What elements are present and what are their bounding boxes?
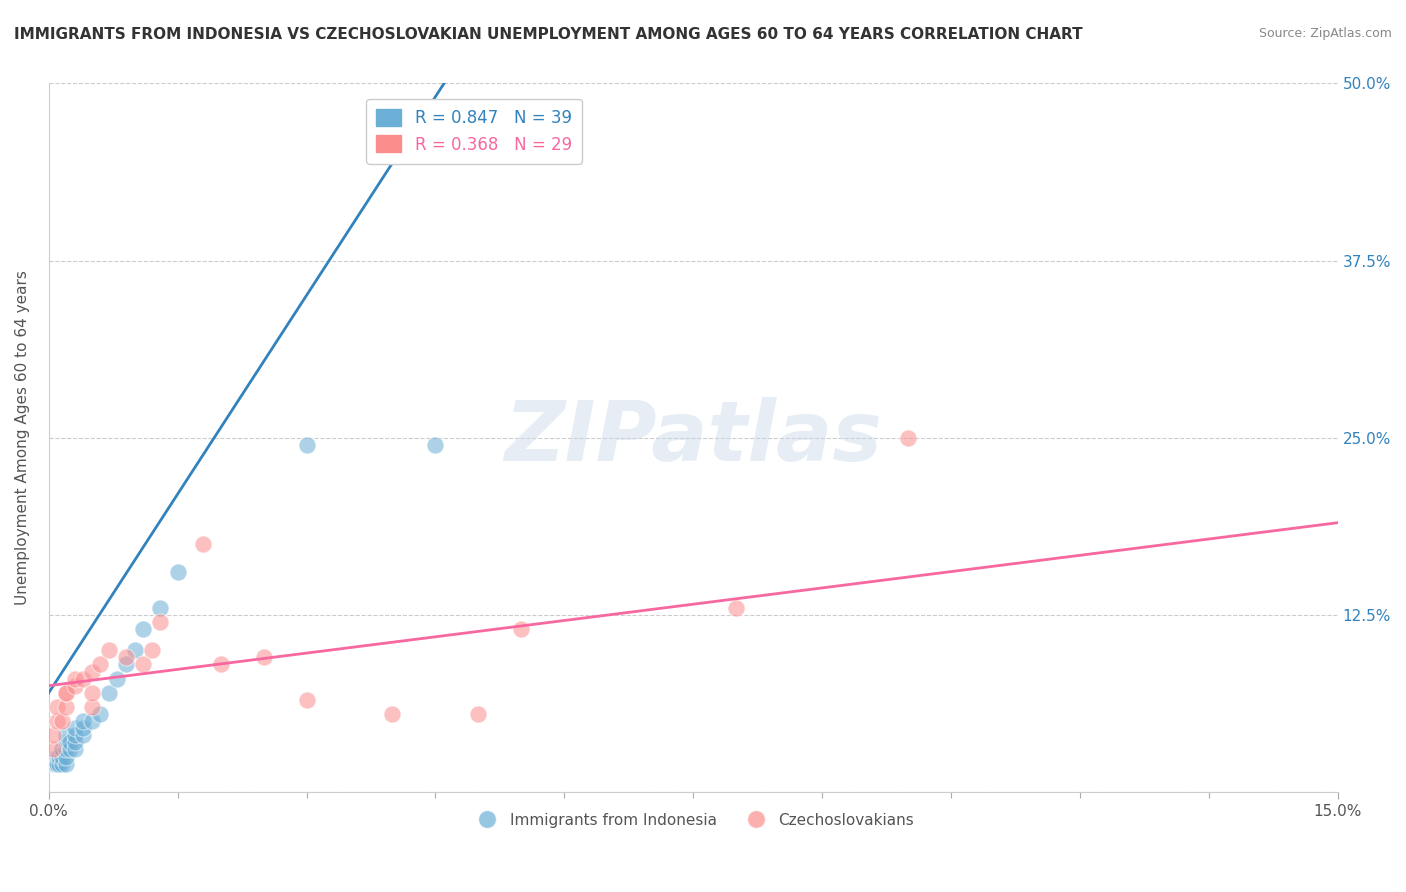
Point xyxy=(252,650,274,665)
Point xyxy=(80,686,103,700)
Point xyxy=(51,749,73,764)
Point xyxy=(124,643,146,657)
Point xyxy=(72,672,94,686)
Point xyxy=(72,728,94,742)
Point xyxy=(381,706,404,721)
Point xyxy=(115,657,138,672)
Text: Source: ZipAtlas.com: Source: ZipAtlas.com xyxy=(1258,27,1392,40)
Point xyxy=(295,438,318,452)
Point xyxy=(132,622,155,636)
Point xyxy=(59,735,82,749)
Point xyxy=(115,650,138,665)
Point xyxy=(467,706,489,721)
Point xyxy=(55,756,77,771)
Point xyxy=(209,657,232,672)
Point xyxy=(55,742,77,756)
Point xyxy=(63,672,86,686)
Point xyxy=(63,735,86,749)
Point xyxy=(80,700,103,714)
Point xyxy=(295,693,318,707)
Point xyxy=(63,728,86,742)
Text: ZIPatlas: ZIPatlas xyxy=(505,397,882,478)
Point xyxy=(97,686,120,700)
Point xyxy=(897,431,920,445)
Point xyxy=(132,657,155,672)
Point xyxy=(44,756,66,771)
Point xyxy=(42,756,65,771)
Point xyxy=(72,721,94,735)
Point xyxy=(55,686,77,700)
Y-axis label: Unemployment Among Ages 60 to 64 years: Unemployment Among Ages 60 to 64 years xyxy=(15,270,30,605)
Point xyxy=(89,657,111,672)
Point xyxy=(42,742,65,756)
Text: IMMIGRANTS FROM INDONESIA VS CZECHOSLOVAKIAN UNEMPLOYMENT AMONG AGES 60 TO 64 YE: IMMIGRANTS FROM INDONESIA VS CZECHOSLOVA… xyxy=(14,27,1083,42)
Point xyxy=(55,735,77,749)
Point xyxy=(48,749,70,764)
Point xyxy=(63,679,86,693)
Point xyxy=(46,756,69,771)
Point xyxy=(107,672,129,686)
Point xyxy=(141,643,163,657)
Point xyxy=(51,742,73,756)
Point xyxy=(46,700,69,714)
Point xyxy=(48,756,70,771)
Point xyxy=(193,537,215,551)
Point xyxy=(97,643,120,657)
Point xyxy=(46,756,69,771)
Point xyxy=(42,756,65,771)
Point xyxy=(46,749,69,764)
Point xyxy=(510,622,533,636)
Point xyxy=(46,756,69,771)
Point xyxy=(72,714,94,728)
Point xyxy=(80,714,103,728)
Point xyxy=(51,714,73,728)
Point xyxy=(51,756,73,771)
Point xyxy=(725,600,748,615)
Point xyxy=(55,728,77,742)
Point xyxy=(80,665,103,679)
Point xyxy=(42,756,65,771)
Point xyxy=(42,728,65,742)
Point xyxy=(149,615,172,629)
Point xyxy=(166,566,188,580)
Legend: Immigrants from Indonesia, Czechoslovakians: Immigrants from Indonesia, Czechoslovaki… xyxy=(465,806,921,834)
Point xyxy=(44,756,66,771)
Point xyxy=(59,742,82,756)
Point xyxy=(63,721,86,735)
Point xyxy=(55,749,77,764)
Point xyxy=(425,438,447,452)
Point xyxy=(63,742,86,756)
Point xyxy=(55,700,77,714)
Point xyxy=(149,600,172,615)
Point xyxy=(46,714,69,728)
Point xyxy=(89,706,111,721)
Point xyxy=(55,686,77,700)
